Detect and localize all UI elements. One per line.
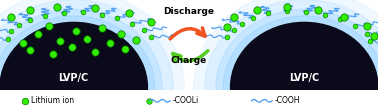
Point: [322, 14, 328, 15]
Text: Lithium ion: Lithium ion: [31, 96, 74, 105]
Point: [54, 6, 60, 8]
Point: [27, 19, 33, 21]
Ellipse shape: [216, 9, 378, 112]
Text: -COOLi: -COOLi: [172, 96, 198, 105]
Ellipse shape: [205, 0, 378, 112]
Point: [224, 26, 230, 28]
Ellipse shape: [0, 22, 147, 112]
Point: [352, 25, 358, 27]
Point: [146, 100, 152, 102]
Point: [239, 23, 245, 24]
Point: [148, 22, 154, 23]
Ellipse shape: [0, 0, 173, 112]
Ellipse shape: [194, 0, 378, 112]
Point: [133, 39, 139, 41]
Point: [27, 50, 33, 51]
Point: [99, 27, 105, 29]
Ellipse shape: [0, 0, 184, 112]
Point: [254, 9, 260, 11]
Point: [337, 18, 343, 20]
Point: [364, 33, 370, 34]
Point: [303, 11, 309, 13]
Point: [265, 13, 271, 14]
Point: [99, 14, 105, 15]
Point: [129, 23, 135, 24]
Point: [250, 17, 256, 19]
Text: LVP/C: LVP/C: [289, 73, 319, 83]
Point: [84, 38, 90, 40]
Point: [8, 30, 14, 32]
Point: [141, 29, 147, 31]
Point: [231, 29, 237, 31]
Point: [61, 13, 67, 14]
Point: [371, 35, 377, 37]
Text: Charge: Charge: [171, 56, 207, 65]
Text: LVP/C: LVP/C: [59, 73, 89, 83]
Point: [284, 10, 290, 12]
Point: [91, 7, 98, 9]
Point: [224, 36, 230, 38]
Point: [57, 41, 64, 42]
Text: Discharge: Discharge: [164, 7, 214, 16]
Bar: [0, 90, 378, 112]
Point: [20, 42, 26, 43]
Point: [231, 16, 237, 18]
Ellipse shape: [0, 9, 162, 112]
Point: [284, 6, 290, 8]
Point: [125, 13, 132, 14]
Point: [73, 30, 79, 32]
Point: [16, 24, 22, 26]
Point: [367, 41, 373, 42]
Point: [5, 38, 11, 40]
Point: [27, 9, 33, 11]
Point: [122, 48, 128, 50]
Point: [69, 46, 75, 48]
Point: [46, 25, 52, 27]
Point: [80, 11, 86, 13]
Ellipse shape: [223, 16, 378, 112]
Point: [42, 15, 48, 17]
Point: [50, 53, 56, 55]
Point: [118, 33, 124, 34]
Point: [114, 17, 120, 19]
Text: -COOH: -COOH: [274, 96, 300, 105]
Ellipse shape: [231, 22, 378, 112]
Point: [22, 100, 28, 102]
Point: [107, 42, 113, 43]
Point: [341, 16, 347, 18]
Point: [8, 16, 14, 18]
Point: [364, 25, 370, 27]
Point: [35, 33, 41, 34]
Point: [91, 51, 98, 52]
Point: [314, 9, 321, 11]
Ellipse shape: [0, 16, 155, 112]
Point: [148, 36, 154, 38]
